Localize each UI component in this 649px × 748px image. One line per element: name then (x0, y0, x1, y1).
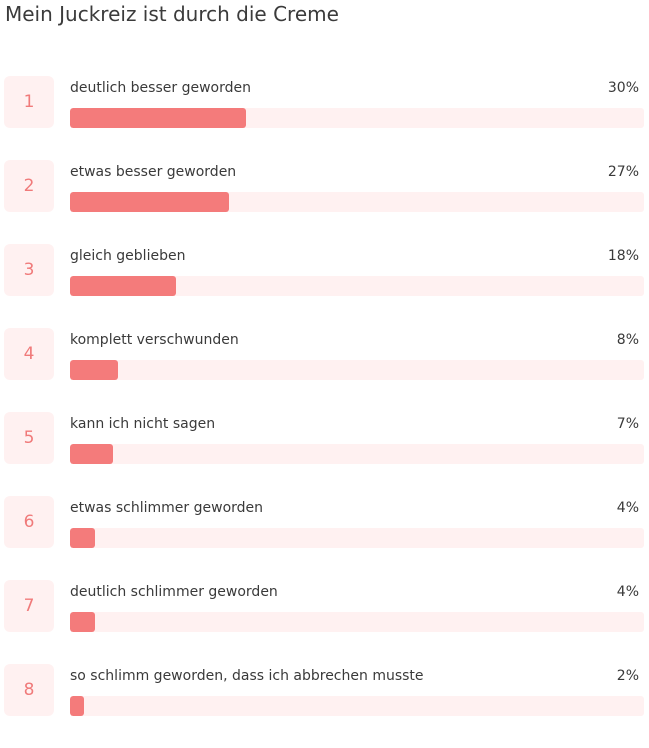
rank-badge: 3 (4, 244, 54, 296)
rank-badge: 2 (4, 160, 54, 212)
value-label: 7% (616, 416, 639, 432)
result-row: 5 kann ich nicht sagen 7% (4, 412, 645, 464)
bar (70, 696, 84, 716)
value-label: 2% (616, 668, 639, 684)
bar-track (70, 612, 644, 632)
result-row: 4 komplett verschwunden 8% (4, 328, 645, 380)
value-label: 4% (616, 584, 639, 600)
bar (70, 360, 119, 380)
category-label: komplett verschwunden (70, 332, 239, 348)
bar (70, 192, 229, 212)
category-label: kann ich nicht sagen (70, 416, 216, 432)
category-label: deutlich schlimmer geworden (70, 584, 278, 600)
page-title: Mein Juckreiz ist durch die Creme (5, 2, 339, 26)
bar-track (70, 108, 644, 128)
result-row: 1 deutlich besser geworden 30% (4, 76, 645, 128)
value-label: 4% (616, 500, 639, 516)
result-row: 6 etwas schlimmer geworden 4% (4, 496, 645, 548)
bar-track (70, 192, 644, 212)
rank-badge: 6 (4, 496, 54, 548)
rank-badge: 7 (4, 580, 54, 632)
value-label: 8% (616, 332, 639, 348)
category-label: etwas schlimmer geworden (70, 500, 264, 516)
bar (70, 444, 113, 464)
value-label: 18% (607, 248, 639, 264)
bar (70, 108, 246, 128)
category-label: etwas besser geworden (70, 164, 237, 180)
bar-track (70, 360, 644, 380)
bar (70, 528, 96, 548)
bar (70, 612, 96, 632)
bar-track (70, 276, 644, 296)
results-list: 1 deutlich besser geworden 30% 2 etwas besse… (4, 76, 645, 748)
result-row: 3 gleich geblieben 18% (4, 244, 645, 296)
result-row: 2 etwas besser geworden 27% (4, 160, 645, 212)
result-row: 7 deutlich schlimmer geworden 4% (4, 580, 645, 632)
value-label: 27% (607, 164, 639, 180)
value-label: 30% (607, 80, 639, 96)
rank-badge: 4 (4, 328, 54, 380)
rank-badge: 8 (4, 664, 54, 716)
category-label: deutlich besser geworden (70, 80, 251, 96)
bar-track (70, 444, 644, 464)
rank-badge: 5 (4, 412, 54, 464)
bar (70, 276, 177, 296)
category-label: gleich geblieben (70, 248, 186, 264)
result-row: 8 so schlimm geworden, dass ich abbrechen… (4, 664, 645, 716)
category-label: so schlimm geworden, dass ich abbrechen … (70, 668, 424, 684)
bar-track (70, 528, 644, 548)
bar-track (70, 696, 644, 716)
rank-badge: 1 (4, 76, 54, 128)
